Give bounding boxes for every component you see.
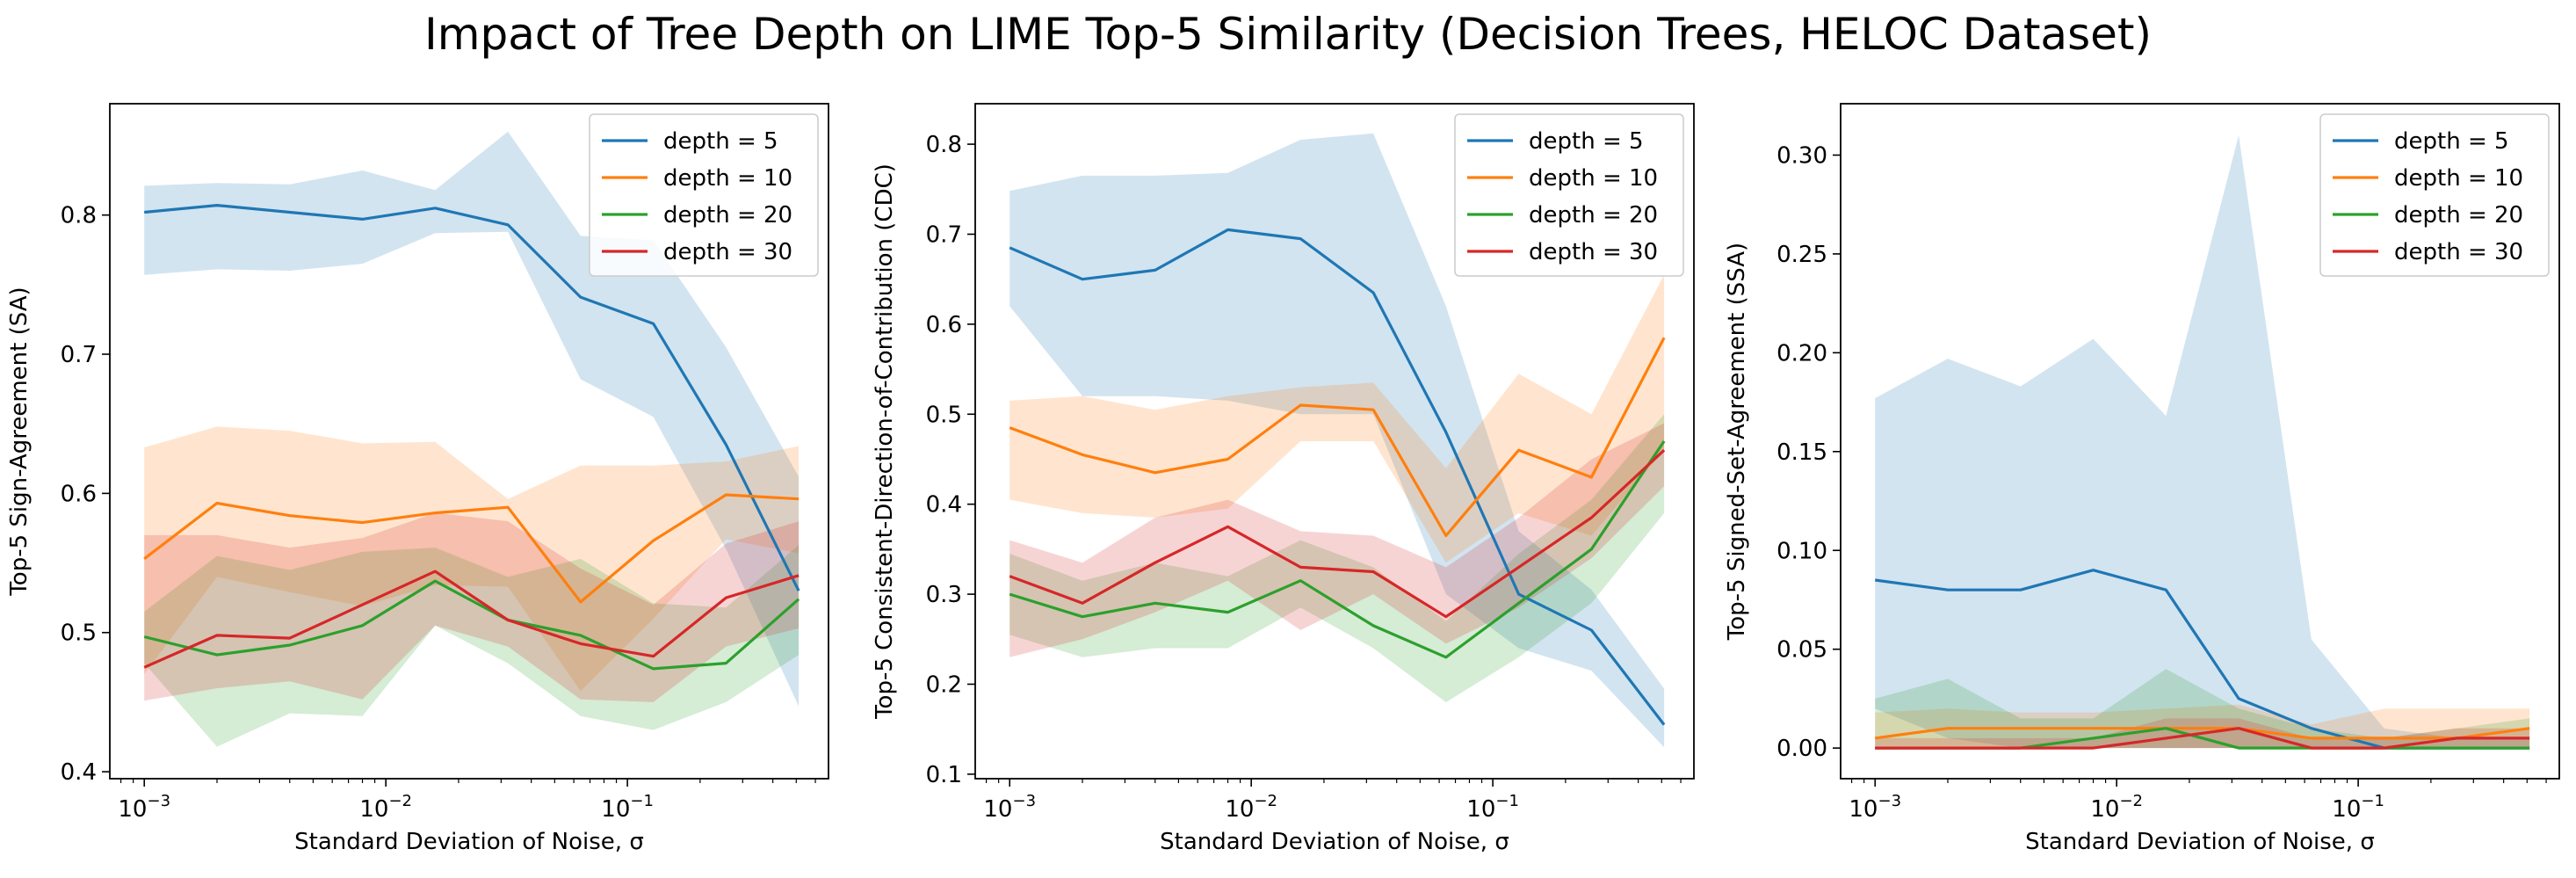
band-depth20 bbox=[144, 545, 800, 747]
y-tick-label: 0.2 bbox=[926, 671, 962, 698]
line-depth20 bbox=[143, 579, 800, 671]
axes-frame bbox=[109, 103, 829, 780]
figure-title: Impact of Tree Depth on LIME Top-5 Simil… bbox=[424, 9, 2152, 60]
line-depth10 bbox=[1874, 727, 2530, 740]
legend-entry: depth = 10 bbox=[2394, 165, 2523, 192]
line-depth20 bbox=[1009, 440, 1666, 659]
legend-entry: depth = 30 bbox=[663, 239, 792, 265]
subplot-1: 0.4 0.5 0.6 0.7 0.8 10−3 10−2 10−1 Standard Devi… bbox=[6, 103, 829, 855]
y-tick-label: 0.6 bbox=[926, 312, 962, 338]
legend-entry: depth = 30 bbox=[2394, 239, 2523, 265]
line-depth5 bbox=[1009, 228, 1666, 726]
x-tick-label: 10−3 bbox=[118, 792, 170, 823]
y-tick-label: 0.15 bbox=[1776, 439, 1827, 466]
y-tick-label: 0.4 bbox=[61, 759, 97, 786]
legend-entry: depth = 20 bbox=[1529, 202, 1658, 229]
legend-entry: depth = 20 bbox=[663, 202, 792, 229]
legend: depth = 5 depth = 10 depth = 20 depth = 30 bbox=[589, 113, 819, 277]
y-tick-label: 0.05 bbox=[1776, 637, 1827, 664]
legend-box bbox=[2319, 113, 2550, 277]
y-axis-label: Top-5 Consistent-Direction-of-Contributi… bbox=[872, 163, 898, 720]
band-depth10 bbox=[144, 426, 800, 692]
line-depth10 bbox=[143, 493, 800, 604]
y-tick-label: 0.4 bbox=[926, 492, 962, 519]
band-depth30 bbox=[144, 512, 800, 702]
y-tick-label: 0.8 bbox=[926, 132, 962, 158]
y-tick-label: 0.10 bbox=[1776, 538, 1827, 564]
x-axis-label: Standard Deviation of Noise, σ bbox=[2025, 829, 2375, 855]
y-axis-label: Top-5 Signed-Set-Agreement (SSA) bbox=[1724, 243, 1750, 641]
legend-box bbox=[1454, 113, 1684, 277]
x-axis-label: Standard Deviation of Noise, σ bbox=[294, 829, 644, 855]
legend-entry: depth = 5 bbox=[663, 128, 778, 155]
subplot-2: 0.1 0.2 0.3 0.4 0.5 0.6 0.7 0.8 10−3 10−2 10−1 Stan… bbox=[872, 103, 1695, 855]
y-tick-label: 0.30 bbox=[1776, 142, 1827, 169]
x-tick-label: 10−1 bbox=[2332, 792, 2384, 823]
y-tick-label: 0.25 bbox=[1776, 242, 1827, 268]
y-tick-label: 0.5 bbox=[61, 620, 97, 647]
y-tick-label: 0.1 bbox=[926, 762, 962, 788]
y-tick-label: 0.7 bbox=[926, 221, 962, 248]
subplot-3: 0.00 0.05 0.10 0.15 0.20 0.25 0.30 10−3 10−2 10−1… bbox=[1724, 103, 2560, 855]
y-tick-label: 0.00 bbox=[1776, 736, 1827, 762]
x-tick-label: 10−2 bbox=[359, 792, 412, 823]
y-tick-label: 0.8 bbox=[61, 203, 97, 229]
y-tick-label: 0.20 bbox=[1776, 340, 1827, 366]
legend: depth = 5 depth = 10 depth = 20 depth = 30 bbox=[1454, 113, 1684, 277]
legend-entry: depth = 10 bbox=[1529, 165, 1658, 192]
line-depth30 bbox=[143, 570, 800, 669]
x-tick-label: 10−1 bbox=[601, 792, 654, 823]
legend-entry: depth = 20 bbox=[2394, 202, 2523, 229]
x-tick-label: 10−3 bbox=[1849, 792, 1901, 823]
legend-entry: depth = 5 bbox=[2394, 128, 2509, 155]
y-tick-label: 0.5 bbox=[926, 402, 962, 428]
band-depth20 bbox=[1009, 414, 1665, 702]
legend-box bbox=[589, 113, 819, 277]
band-depth5 bbox=[1009, 133, 1665, 748]
x-axis-label: Standard Deviation of Noise, σ bbox=[1160, 829, 1509, 855]
band-depth10 bbox=[1009, 274, 1665, 563]
line-depth10 bbox=[1009, 337, 1666, 538]
band-depth30 bbox=[1009, 423, 1665, 657]
x-tick-label: 10−2 bbox=[1225, 792, 1277, 823]
y-tick-label: 0.7 bbox=[61, 342, 97, 368]
x-tick-label: 10−3 bbox=[983, 792, 1036, 823]
band-depth5 bbox=[1875, 135, 2530, 749]
y-tick-label: 0.6 bbox=[61, 481, 97, 507]
line-depth5 bbox=[144, 204, 800, 591]
legend-entry: depth = 30 bbox=[1529, 239, 1658, 265]
legend-entry: depth = 10 bbox=[663, 165, 792, 192]
x-tick-label: 10−2 bbox=[2090, 792, 2143, 823]
axes-frame bbox=[1840, 103, 2560, 780]
legend-entry: depth = 5 bbox=[1529, 128, 1644, 155]
x-tick-label: 10−1 bbox=[1466, 792, 1519, 823]
y-tick-label: 0.3 bbox=[926, 582, 962, 608]
y-axis-label: Top-5 Sign-Agreement (SA) bbox=[6, 287, 33, 596]
axes-frame bbox=[974, 103, 1695, 780]
line-depth30 bbox=[1009, 449, 1666, 619]
line-depth30 bbox=[1875, 727, 2530, 750]
legend: depth = 5 depth = 10 depth = 20 depth = 30 bbox=[2319, 113, 2550, 277]
